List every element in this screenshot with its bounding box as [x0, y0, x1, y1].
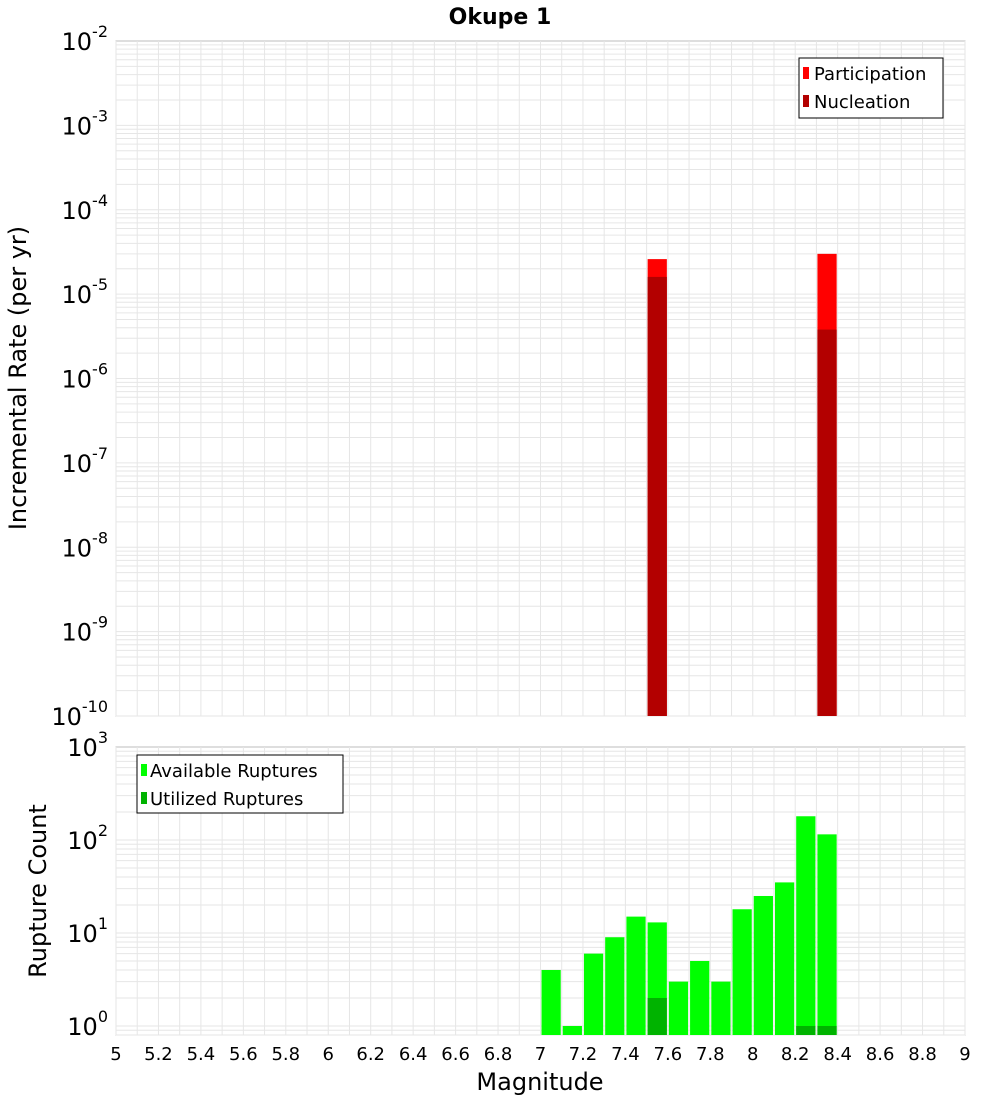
bar-available-ruptures	[668, 981, 689, 1035]
x-tick-label: 5.6	[229, 1044, 258, 1065]
x-tick-label: 7	[535, 1044, 546, 1065]
count-legend: Available Ruptures Utilized Ruptures	[136, 754, 344, 814]
bar-nucleation	[817, 329, 837, 716]
y-tick-label: 102	[67, 821, 108, 855]
bar-available-ruptures	[583, 953, 604, 1035]
y-tick-label: 101	[67, 914, 108, 948]
legend-swatch-nucleation	[803, 95, 809, 107]
bar-nucleation	[647, 276, 667, 716]
y-tick-label: 10-4	[62, 191, 109, 225]
rate-bars	[647, 253, 837, 716]
bar-available-ruptures	[796, 816, 816, 1035]
x-tick-label: 8.2	[781, 1044, 810, 1065]
chart-title: Okupe 1	[449, 5, 552, 30]
rate-legend-box	[798, 57, 944, 119]
legend-swatch-available	[141, 764, 147, 776]
rate-y-ticks: 10-10 10-9 10-8 10-7 10-6 10-5 10-4 10-3 10-2	[51, 22, 108, 731]
x-tick-label: 7.6	[654, 1044, 683, 1065]
bar-available-ruptures	[711, 981, 731, 1035]
x-tick-label: 6	[323, 1044, 334, 1065]
x-tick-label: 5.8	[271, 1044, 300, 1065]
rate-legend: Participation Nucleation	[798, 57, 944, 119]
bar-available-ruptures	[817, 834, 837, 1035]
x-tick-label: 7.4	[611, 1044, 640, 1065]
count-legend-box	[136, 754, 344, 814]
x-tick-label: 6.6	[441, 1044, 470, 1065]
count-x-ticks: 5 5.2 5.4 5.6 5.8 6 6.2 6.4 6.6 6.8 7 7.2 7.4 7.6 7.8 8…	[110, 1044, 970, 1065]
count-y-ticks: 100 101 102 103	[67, 728, 108, 1041]
y-tick-label: 100	[67, 1007, 108, 1041]
bar-available-ruptures	[774, 882, 795, 1035]
bar-utilized-ruptures	[796, 1025, 816, 1035]
x-tick-label: 6.4	[399, 1044, 428, 1065]
bar-utilized-ruptures	[647, 997, 667, 1035]
rate-grid	[115, 41, 966, 717]
legend-swatch-utilized	[141, 792, 147, 804]
rate-y-axis-label: Incremental Rate (per yr)	[4, 226, 32, 530]
y-tick-label: 10-3	[62, 106, 109, 140]
bar-available-ruptures	[626, 916, 646, 1035]
legend-label-participation: Participation	[814, 64, 926, 85]
legend-label-utilized: Utilized Ruptures	[150, 789, 303, 810]
legend-label-nucleation: Nucleation	[814, 92, 910, 113]
x-tick-label: 8.6	[866, 1044, 895, 1065]
bar-available-ruptures	[605, 937, 625, 1035]
x-tick-label: 8.4	[823, 1044, 852, 1065]
x-tick-label: 6.2	[356, 1044, 385, 1065]
bar-utilized-ruptures	[817, 1025, 837, 1035]
bar-available-ruptures	[753, 895, 773, 1035]
bar-available-ruptures	[732, 909, 752, 1035]
x-tick-label: 6.8	[484, 1044, 513, 1065]
x-tick-label: 8.8	[908, 1044, 937, 1065]
y-tick-label: 10-8	[62, 528, 109, 562]
x-axis-label: Magnitude	[476, 1068, 603, 1096]
x-tick-label: 5	[110, 1044, 121, 1065]
y-tick-label: 10-5	[62, 275, 109, 309]
y-tick-label: 103	[67, 728, 108, 762]
x-tick-label: 9	[959, 1044, 970, 1065]
count-bars	[541, 816, 837, 1035]
bar-available-ruptures	[690, 960, 710, 1035]
y-tick-label: 10-10	[51, 697, 108, 731]
legend-label-available: Available Ruptures	[150, 761, 318, 782]
y-tick-label: 10-7	[62, 444, 109, 478]
y-tick-label: 10-2	[62, 22, 109, 56]
x-tick-label: 7.8	[696, 1044, 725, 1065]
x-tick-label: 7.2	[569, 1044, 598, 1065]
x-tick-label: 5.4	[187, 1044, 216, 1065]
x-tick-label: 8	[747, 1044, 758, 1065]
legend-swatch-participation	[803, 67, 809, 79]
bar-available-ruptures	[541, 969, 561, 1035]
bar-available-ruptures	[562, 1025, 582, 1035]
count-y-axis-label: Rupture Count	[24, 804, 52, 978]
y-tick-label: 10-9	[62, 613, 109, 647]
x-tick-label: 5.2	[144, 1044, 173, 1065]
y-tick-label: 10-6	[62, 360, 109, 394]
